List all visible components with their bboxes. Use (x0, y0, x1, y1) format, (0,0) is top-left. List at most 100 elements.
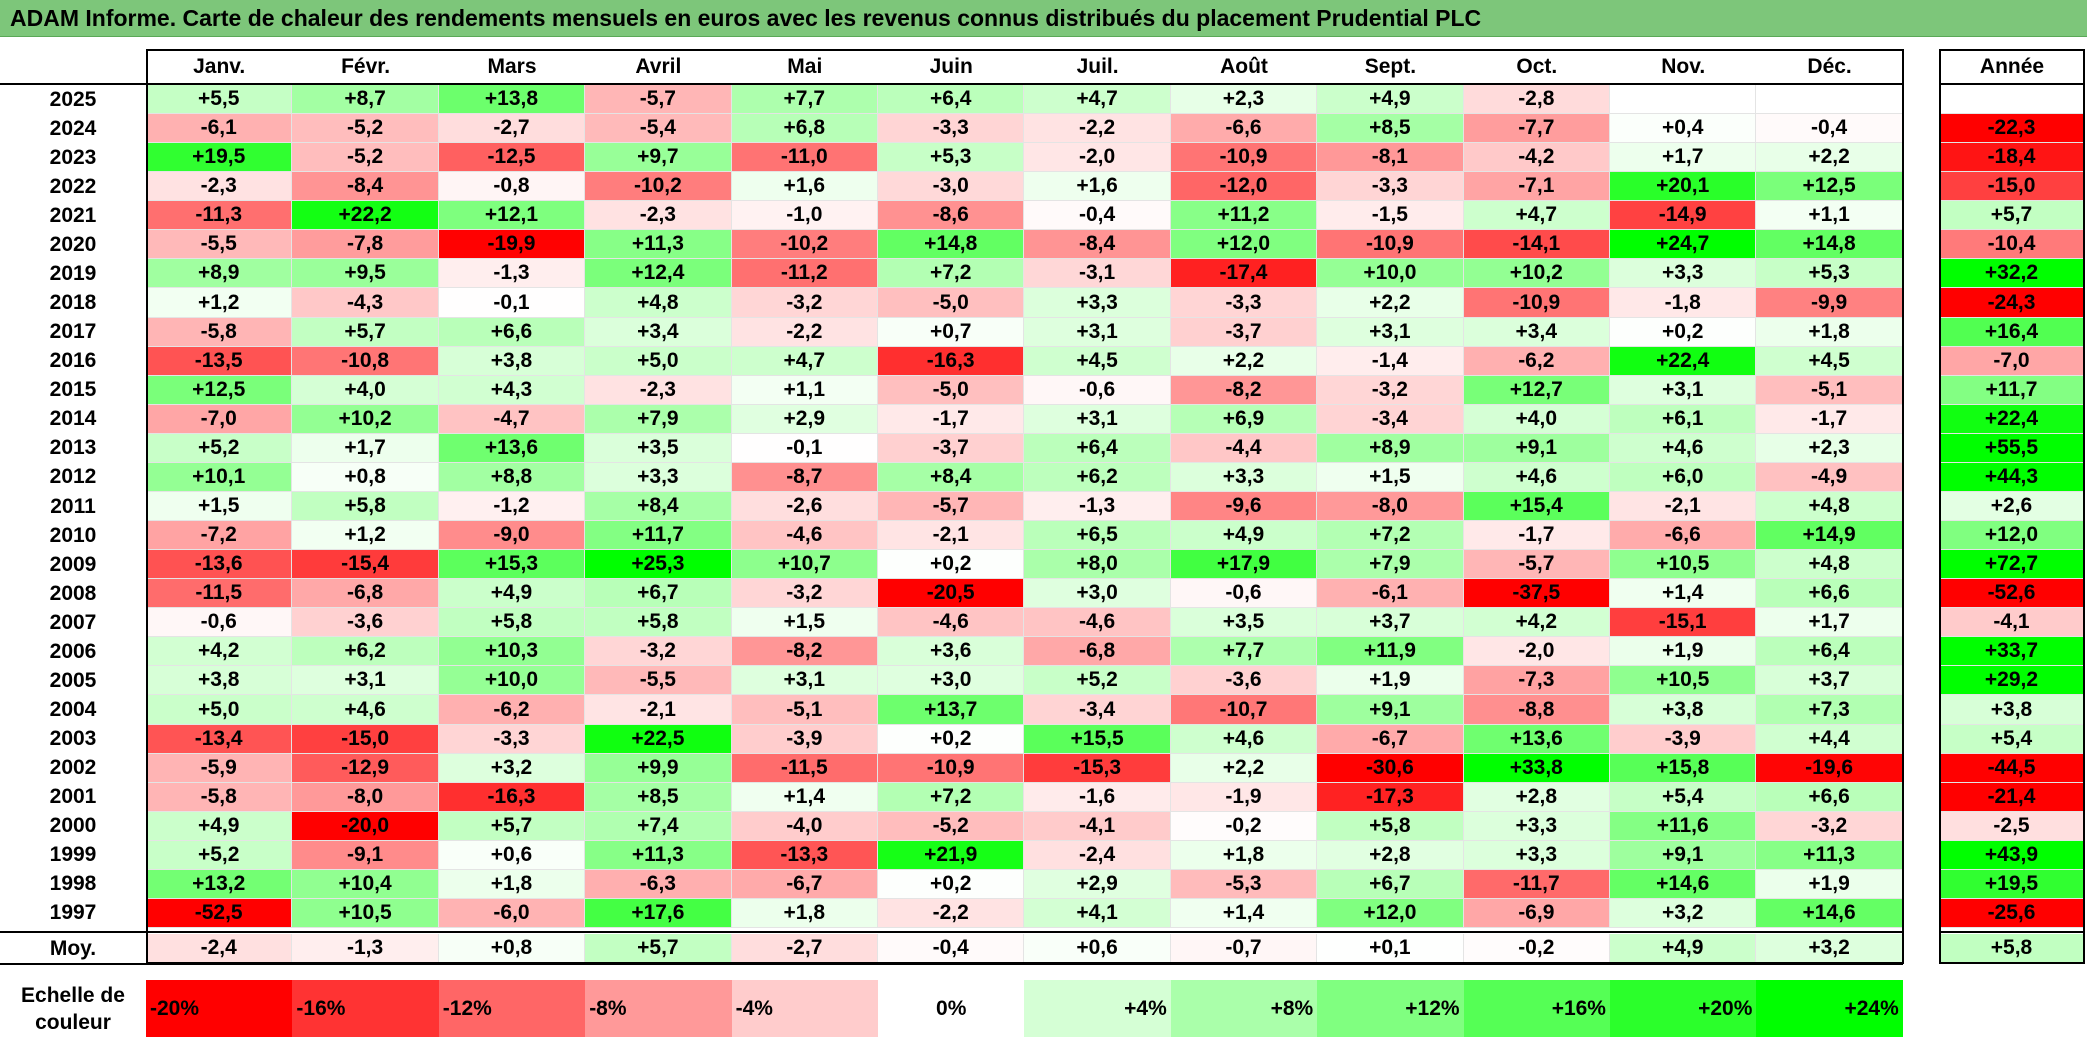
heatmap-cell: +5,3 (878, 143, 1025, 173)
heatmap-cell: -13,4 (146, 724, 293, 754)
heatmap-cell: -0,4 (1024, 201, 1171, 231)
header-divider (1939, 83, 2085, 85)
heatmap-cell: +6,8 (731, 114, 878, 144)
average-cell: -2,4 (146, 934, 293, 964)
heatmap-cell: +1,2 (146, 288, 293, 318)
annual-cell: -52,6 (1939, 579, 2085, 609)
heatmap-cell: -2,1 (878, 521, 1025, 551)
heatmap-cell: -3,0 (878, 172, 1025, 202)
legend-label: Echelle de couleur (21, 983, 125, 1034)
average-cell: -0,7 (1170, 934, 1318, 964)
heatmap-cell: -4,4 (1170, 433, 1318, 463)
heatmap-cell: +10,1 (146, 462, 293, 492)
month-header: Déc. (1807, 54, 1852, 78)
heatmap-cell: +3,0 (1024, 579, 1171, 609)
heatmap-cell: -2,1 (585, 695, 732, 725)
heatmap-cell: +4,6 (292, 695, 439, 725)
heatmap-cell: +0,4 (1610, 114, 1757, 144)
heatmap-cell: -9,0 (438, 521, 586, 551)
heatmap-cell: +2,9 (731, 404, 878, 434)
heatmap-cell: +2,9 (1024, 869, 1171, 899)
heatmap-cell: -15,3 (1024, 753, 1171, 783)
heatmap-cell: +5,8 (585, 608, 732, 638)
heatmap-cell: +1,4 (1610, 579, 1757, 609)
heatmap-cell: +19,5 (146, 143, 293, 173)
annual-cell: +12,0 (1939, 521, 2085, 551)
heatmap-cell: +0,6 (438, 840, 586, 870)
heatmap-cell: -5,5 (585, 666, 732, 696)
heatmap-cell: +3,0 (878, 666, 1025, 696)
heatmap-cell: +6,9 (1170, 404, 1318, 434)
heatmap-cell: -10,7 (1170, 695, 1318, 725)
heatmap-cell: +6,4 (878, 85, 1025, 115)
heatmap-cell: -6,6 (1610, 521, 1757, 551)
heatmap-cell: +5,8 (1317, 811, 1464, 841)
heatmap-cell: -4,9 (1756, 462, 1903, 492)
year-label: 1999 (49, 843, 97, 867)
heatmap-cell: +7,2 (1317, 521, 1464, 551)
heatmap-cell: +11,3 (1756, 840, 1903, 870)
heatmap-cell: -2,7 (438, 114, 586, 144)
heatmap-cell: +20,1 (1610, 172, 1757, 202)
average-cell: -2,7 (731, 934, 878, 964)
average-cell: +0,8 (438, 934, 586, 964)
heatmap-cell: +9,1 (1610, 840, 1757, 870)
year-label: 2008 (49, 581, 97, 605)
annual-cell: -24,3 (1939, 288, 2085, 318)
heatmap-cell: +11,9 (1317, 637, 1464, 667)
heatmap-cell: -8,8 (1463, 695, 1610, 725)
heatmap-cell: +3,1 (292, 666, 439, 696)
heatmap-cell: +10,5 (1610, 550, 1757, 580)
year-label: 2010 (49, 523, 97, 547)
heatmap-cell: +8,9 (1317, 433, 1464, 463)
year-label: 2021 (49, 203, 97, 227)
heatmap-cell: +2,8 (1317, 840, 1464, 870)
month-header: Janv. (193, 54, 246, 78)
annual-cell: +43,9 (1939, 840, 2085, 870)
heatmap-cell: -8,0 (1317, 491, 1464, 522)
annual-cell: -22,3 (1939, 114, 2085, 144)
year-label: 2002 (49, 756, 97, 780)
heatmap-cell: -8,2 (1170, 375, 1318, 405)
heatmap-cell: +10,4 (292, 869, 439, 899)
heatmap-cell: -16,3 (438, 782, 586, 812)
annual-cell: -10,4 (1939, 230, 2085, 260)
heatmap-cell: +6,6 (1756, 579, 1903, 609)
heatmap-cell: -11,5 (146, 579, 293, 609)
heatmap-cell: +12,1 (438, 201, 586, 231)
heatmap-cell: +1,8 (1756, 317, 1903, 347)
heatmap-cell: -16,3 (878, 346, 1025, 376)
year-label: 2025 (49, 87, 97, 111)
heatmap-cell: +6,1 (1610, 404, 1757, 434)
heatmap-cell: +4,5 (1024, 346, 1171, 376)
heatmap-cell: +5,2 (146, 433, 293, 463)
month-header: Sept. (1364, 54, 1417, 78)
heatmap-cell: +5,2 (146, 840, 293, 870)
heatmap-cell: +8,8 (438, 462, 586, 492)
annual-cell (1939, 85, 2085, 115)
heatmap-cell: +3,3 (1610, 259, 1757, 289)
annual-cell: -4,1 (1939, 608, 2085, 638)
heatmap-cell: +17,9 (1170, 550, 1318, 580)
heatmap-cell: +4,7 (731, 346, 878, 376)
heatmap-cell: +10,2 (1463, 259, 1610, 289)
heatmap-cell: +1,6 (1024, 172, 1171, 202)
heatmap-cell: -3,3 (1170, 288, 1318, 318)
heatmap-cell: -3,4 (1024, 695, 1171, 725)
heatmap-cell: -15,1 (1610, 608, 1757, 638)
heatmap-cell: +3,5 (1170, 608, 1318, 638)
year-label: 1997 (49, 901, 97, 925)
heatmap-cell: -5,3 (1170, 869, 1318, 899)
heatmap-cell: -7,1 (1463, 172, 1610, 202)
legend-swatch: +24% (1756, 980, 1903, 1037)
heatmap-cell: +3,8 (146, 666, 293, 696)
legend-swatch: +8% (1170, 980, 1318, 1037)
year-label: 2020 (49, 232, 97, 256)
legend-swatch: -20% (146, 980, 293, 1037)
year-label: 2007 (49, 610, 97, 634)
year-label: 2000 (49, 814, 97, 838)
heatmap-cell: -3,7 (1170, 317, 1318, 347)
heatmap-cell: -20,0 (292, 811, 439, 841)
heatmap-cell: -2,2 (1024, 114, 1171, 144)
heatmap-cell (1610, 85, 1757, 115)
